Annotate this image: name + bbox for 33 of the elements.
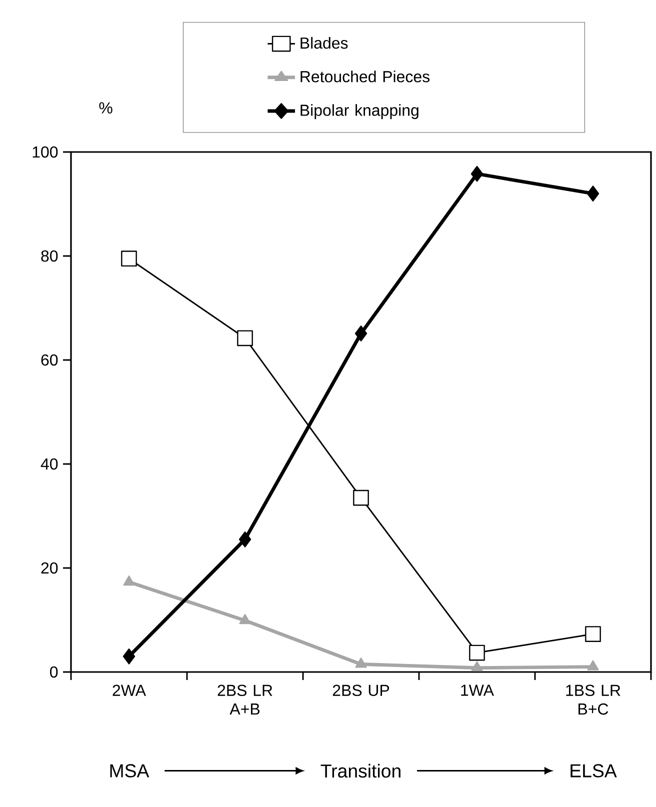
x-tick-label: 2BS LR A+B (218, 684, 272, 715)
y-tick-label: 20 (41, 562, 58, 574)
text: Transition (320, 764, 400, 778)
y-tick-label: 80 (41, 250, 58, 262)
point (469, 644, 485, 661)
point (239, 614, 251, 624)
x-tick-label: 1WA (461, 684, 494, 696)
point (585, 626, 601, 642)
point (355, 658, 367, 668)
legend-label: Bipolar knapping (300, 104, 418, 120)
y-tick-label: 40 (40, 458, 58, 470)
y-tick-label: 100 (32, 146, 58, 158)
x-tick-label: 2WA (112, 684, 146, 696)
text: ELSA (570, 764, 617, 778)
text: MSA (110, 764, 150, 778)
point (237, 330, 253, 346)
point (587, 660, 599, 670)
y-axis-title: % (99, 102, 112, 114)
x-tick-label: 2BS UP (332, 684, 390, 696)
point (123, 575, 135, 586)
point (122, 648, 136, 664)
point (586, 186, 600, 202)
point (238, 531, 252, 548)
y-tick-label: 60 (41, 354, 58, 366)
point (121, 250, 137, 267)
point (470, 166, 484, 182)
point (471, 661, 483, 672)
y-tick-label: 0 (50, 666, 58, 678)
point (353, 490, 369, 506)
x-tick-label: 1BS LR B+C (566, 684, 620, 715)
point (354, 326, 368, 342)
legend-label: Blades (300, 36, 348, 49)
legend-label: Retouched Pieces (300, 70, 430, 82)
